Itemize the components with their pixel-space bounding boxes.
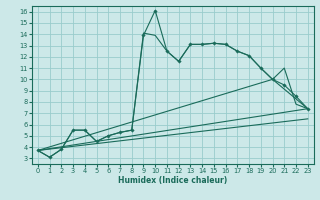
X-axis label: Humidex (Indice chaleur): Humidex (Indice chaleur) [118, 176, 228, 185]
